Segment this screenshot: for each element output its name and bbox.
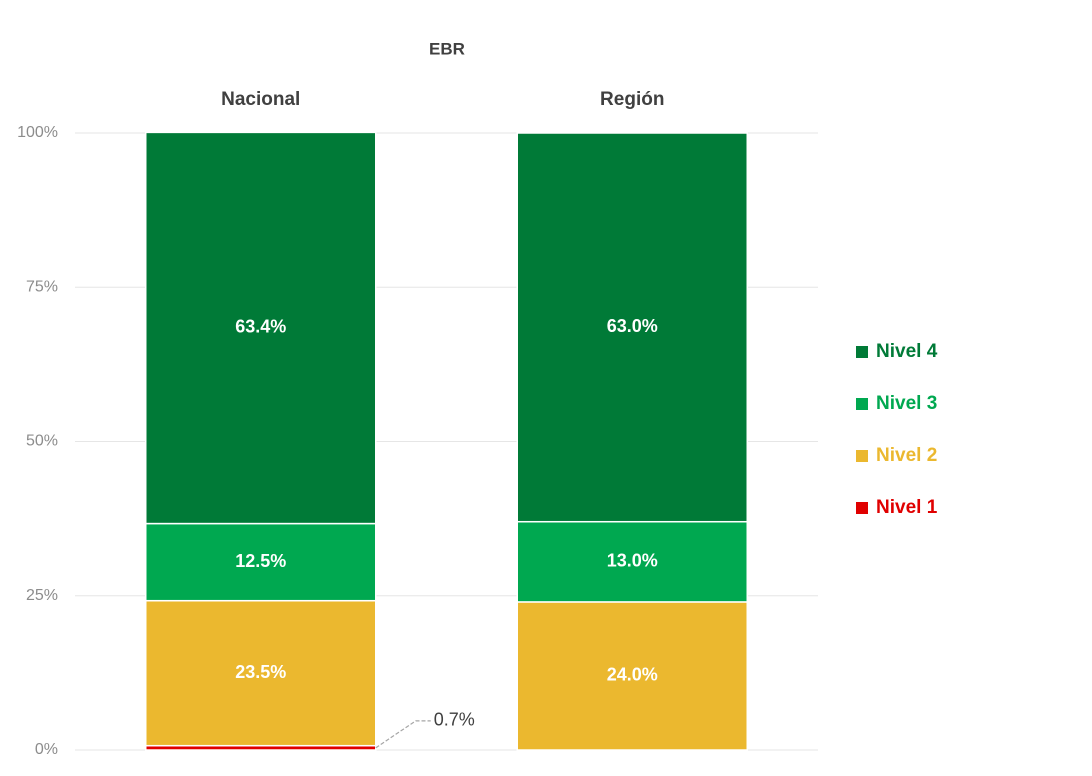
chart-title: EBR (429, 39, 465, 58)
legend-swatch (856, 450, 868, 462)
y-tick-label: 25% (26, 587, 58, 604)
data-label: 13.0% (607, 551, 658, 571)
legend-swatch (856, 346, 868, 358)
data-label: 63.4% (235, 317, 286, 337)
bar-segment (145, 131, 377, 525)
legend-swatch (856, 398, 868, 410)
data-label: 24.0% (607, 665, 658, 685)
data-label: 0.7% (434, 710, 475, 730)
data-label: 12.5% (235, 551, 286, 571)
legend-label: Nivel 1 (876, 497, 938, 518)
data-label: 63.0% (607, 316, 658, 336)
bar-segment (516, 601, 748, 751)
data-label: 23.5% (235, 662, 286, 682)
category-label: Región (600, 89, 664, 110)
bar-segment (145, 522, 377, 602)
legend-swatch (856, 502, 868, 514)
legend-label: Nivel 3 (876, 393, 937, 414)
legend-label: Nivel 4 (876, 341, 938, 362)
bar-segment (516, 132, 748, 523)
y-tick-label: 0% (35, 741, 58, 758)
y-tick-label: 50% (26, 433, 58, 450)
bar-segment (145, 599, 377, 747)
legend-label: Nivel 2 (876, 445, 937, 466)
leader-line (375, 720, 431, 749)
category-label: Nacional (221, 89, 300, 110)
bar-segment (516, 520, 748, 603)
y-tick-label: 75% (26, 278, 58, 295)
y-tick-label: 100% (17, 124, 58, 141)
